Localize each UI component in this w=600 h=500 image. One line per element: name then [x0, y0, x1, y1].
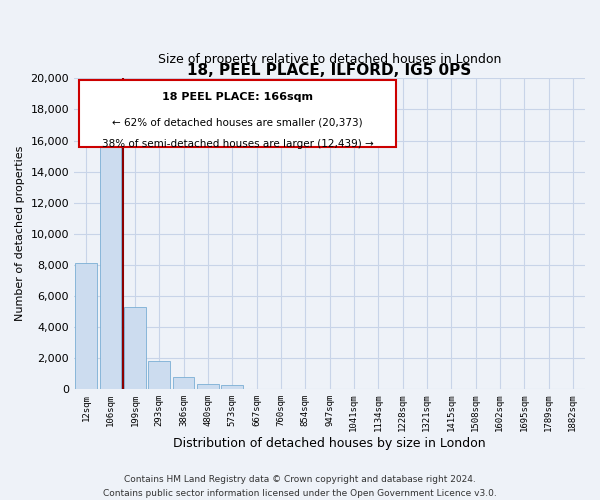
- X-axis label: Distribution of detached houses by size in London: Distribution of detached houses by size …: [173, 437, 486, 450]
- Bar: [75, 263, 97, 389]
- Text: 18 PEEL PLACE: 166sqm: 18 PEEL PLACE: 166sqm: [162, 92, 313, 102]
- Title: 18, PEEL PLACE, ILFORD, IG5 0PS: 18, PEEL PLACE, ILFORD, IG5 0PS: [187, 64, 472, 78]
- FancyBboxPatch shape: [79, 80, 396, 146]
- Bar: [221, 384, 243, 389]
- Text: Contains HM Land Registry data © Crown copyright and database right 2024.
Contai: Contains HM Land Registry data © Crown c…: [103, 476, 497, 498]
- Bar: [197, 384, 219, 389]
- Bar: [173, 376, 194, 389]
- Text: ← 62% of detached houses are smaller (20,373): ← 62% of detached houses are smaller (20…: [112, 117, 363, 127]
- Text: 38% of semi-detached houses are larger (12,439) →: 38% of semi-detached houses are larger (…: [101, 139, 373, 149]
- Y-axis label: Number of detached properties: Number of detached properties: [15, 146, 25, 322]
- Text: Size of property relative to detached houses in London: Size of property relative to detached ho…: [158, 53, 501, 66]
- Bar: [148, 361, 170, 389]
- Bar: [100, 132, 121, 389]
- Bar: [124, 306, 146, 389]
